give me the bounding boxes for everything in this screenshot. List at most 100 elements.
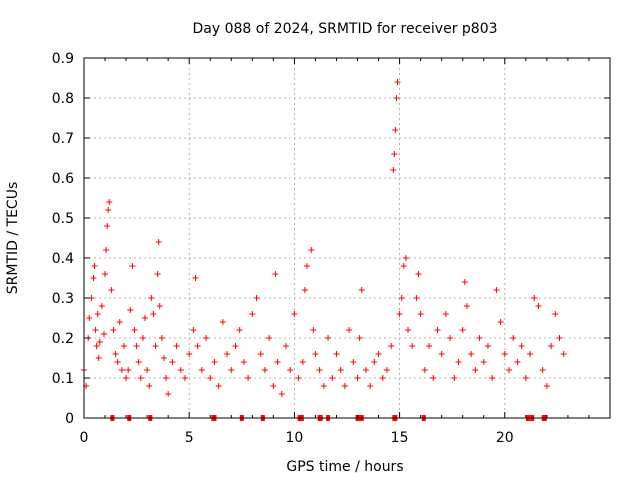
data-point <box>417 311 424 317</box>
data-point <box>398 295 405 301</box>
data-point <box>102 271 109 277</box>
data-point <box>489 375 496 381</box>
data-point <box>484 343 491 349</box>
data-point <box>98 303 105 309</box>
data-point <box>224 351 231 357</box>
data-point <box>514 359 521 365</box>
data-point <box>304 263 311 269</box>
data-point <box>493 287 500 293</box>
data-point <box>522 375 529 381</box>
data-point <box>379 375 386 381</box>
data-point <box>108 287 115 293</box>
data-point <box>232 343 239 349</box>
data-point <box>552 311 559 317</box>
data-point <box>270 383 277 389</box>
data-point <box>506 367 513 373</box>
data-point <box>86 315 93 321</box>
data-point <box>325 335 332 341</box>
y-tick-label: 0.4 <box>52 251 74 267</box>
x-tick-label: 0 <box>80 430 89 446</box>
data-point <box>94 311 101 317</box>
x-tick-label: 15 <box>391 430 409 446</box>
y-tick-label: 0 <box>65 411 74 427</box>
data-point <box>95 355 102 361</box>
data-point <box>148 295 155 301</box>
data-point <box>434 327 441 333</box>
data-point <box>301 287 308 293</box>
data-point <box>282 343 289 349</box>
grid-lines <box>84 58 610 418</box>
data-point <box>257 351 264 357</box>
data-point <box>543 383 550 389</box>
data-point <box>123 375 130 381</box>
data-point <box>90 275 97 281</box>
y-tick-label: 0.6 <box>52 171 74 187</box>
data-point <box>392 127 399 133</box>
x-tick-label: 5 <box>185 430 194 446</box>
data-point <box>105 207 112 213</box>
data-point <box>438 351 445 357</box>
plot-frame <box>83 57 611 419</box>
data-point <box>203 335 210 341</box>
data-point <box>169 359 176 365</box>
data-points <box>81 79 567 421</box>
data-point <box>211 359 218 365</box>
data-point <box>371 359 378 365</box>
data-point <box>468 351 475 357</box>
data-point <box>312 351 319 357</box>
data-point <box>110 327 117 333</box>
data-point <box>354 375 361 381</box>
data-point <box>190 327 197 333</box>
chart-title: Day 088 of 2024, SRMTID for receiver p80… <box>192 21 497 37</box>
data-point <box>154 271 161 277</box>
data-point <box>329 375 336 381</box>
data-point <box>455 359 462 365</box>
y-tick-label: 0.7 <box>52 131 74 147</box>
data-point <box>310 327 317 333</box>
data-point <box>497 319 504 325</box>
data-point <box>150 311 157 317</box>
data-point <box>165 391 172 397</box>
data-point <box>228 367 235 373</box>
data-point <box>393 95 400 101</box>
data-point <box>358 287 365 293</box>
x-tick-label: 10 <box>285 430 303 446</box>
data-point <box>135 359 142 365</box>
data-point <box>92 327 99 333</box>
data-point <box>447 335 454 341</box>
data-point <box>402 255 409 261</box>
data-point <box>388 343 395 349</box>
data-point <box>106 199 113 205</box>
data-point <box>409 343 416 349</box>
data-point <box>346 327 353 333</box>
data-point <box>320 383 327 389</box>
data-point <box>390 167 397 173</box>
y-tick-label: 0.9 <box>52 51 74 67</box>
data-point <box>146 383 153 389</box>
data-point <box>426 343 433 349</box>
data-point <box>405 327 412 333</box>
data-point <box>463 303 470 309</box>
data-point <box>266 335 273 341</box>
data-point <box>501 351 508 357</box>
data-point <box>116 319 123 325</box>
data-point <box>236 327 243 333</box>
data-point <box>125 367 132 373</box>
data-point <box>396 311 403 317</box>
data-point <box>394 79 401 85</box>
data-point <box>160 355 167 361</box>
data-point <box>560 351 567 357</box>
data-point <box>133 343 140 349</box>
data-point <box>137 375 144 381</box>
data-point <box>518 343 525 349</box>
data-point <box>299 359 306 365</box>
data-point <box>144 367 151 373</box>
data-point <box>118 367 125 373</box>
data-point <box>114 359 121 365</box>
data-point <box>535 303 542 309</box>
data-point <box>337 367 344 373</box>
data-point <box>173 343 180 349</box>
data-point <box>295 375 302 381</box>
data-point <box>442 311 449 317</box>
